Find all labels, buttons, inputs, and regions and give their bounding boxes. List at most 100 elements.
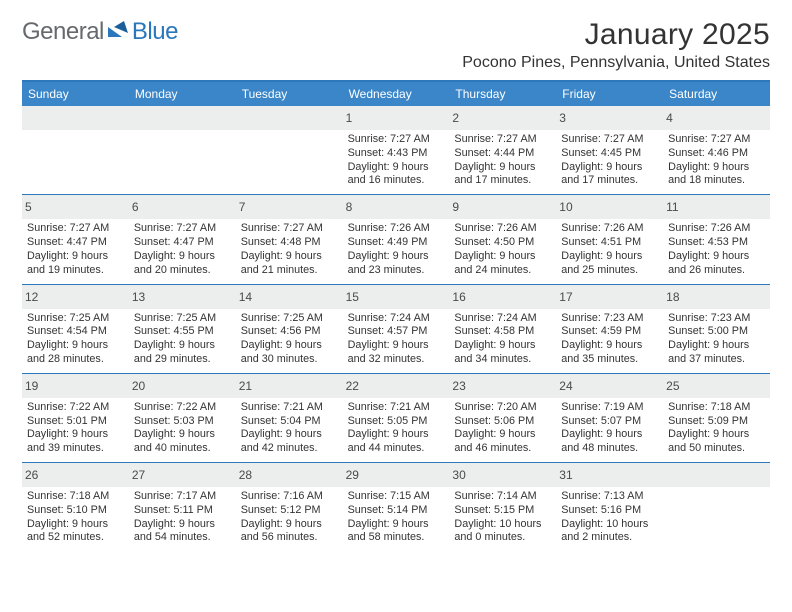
day-detail-lines: Sunrise: 7:23 AMSunset: 4:59 PMDaylight:… [561, 312, 658, 367]
calendar-grid: SundayMondayTuesdayWednesdayThursdayFrid… [22, 80, 770, 551]
sunrise-line: Sunrise: 7:24 AM [348, 312, 445, 326]
sunrise-line: Sunrise: 7:22 AM [134, 401, 231, 415]
day-cell: 31Sunrise: 7:13 AMSunset: 5:16 PMDayligh… [556, 463, 663, 551]
day-detail-lines: Sunrise: 7:15 AMSunset: 5:14 PMDaylight:… [348, 490, 445, 545]
sunrise-line: Sunrise: 7:17 AM [134, 490, 231, 504]
day-number: 23 [452, 379, 465, 393]
sunset-line: Sunset: 5:01 PM [27, 415, 124, 429]
day-cell: 20 Sunrise: 7:22 AMSunset: 5:03 PMDayligh… [129, 374, 236, 462]
day-detail-lines: Sunrise: 7:26 AMSunset: 4:53 PMDaylight:… [668, 222, 765, 277]
day-cell: 19Sunrise: 7:22 AMSunset: 5:01 PMDayligh… [22, 374, 129, 462]
sunset-line: Sunset: 4:44 PM [454, 147, 551, 161]
day-cell: 1Sunrise: 7:27 AMSunset: 4:43 PMDaylight… [343, 106, 450, 194]
day-cell: 11Sunrise: 7:26 AMSunset: 4:53 PMDayligh… [663, 195, 770, 283]
day-detail-lines: Sunrise: 7:26 AMSunset: 4:51 PMDaylight:… [561, 222, 658, 277]
sunset-line: Sunset: 5:09 PM [668, 415, 765, 429]
week-row: 19 Sunrise: 7:22 AM Sunset: 5:01 PM Dayligh… [22, 373, 770, 462]
day-number: 4 [666, 111, 673, 125]
day-number-bar: 30 [449, 463, 556, 487]
sunset-line: Sunset: 5:05 PM [348, 415, 445, 429]
day-number-bar: 28 [236, 463, 343, 487]
day-detail-lines: Sunrise: 7:27 AMSunset: 4:46 PMDaylight:… [668, 133, 765, 188]
day-cell: 22Sunrise: 7:21 AMSunset: 5:05 PMDayligh… [343, 374, 450, 462]
day-cell: 23Sunrise: 7:20 AMSunset: 5:06 PMDayligh… [449, 374, 556, 462]
week-row: 12Sunrise: 7:25 AMSunset: 4:54 PMDayligh… [22, 284, 770, 373]
brand-text-general: General [22, 18, 104, 46]
sunrise-line: Sunrise: 7:27 AM [348, 133, 445, 147]
day-number-bar: 19 [22, 374, 129, 398]
day-number: 26 [25, 468, 38, 482]
sunrise-line: Sunrise: 7:15 AM [348, 490, 445, 504]
brand-logo: General Blue [22, 18, 178, 46]
week-row: ...1Sunrise: 7:27 AMSunset: 4:43 PMDayli… [22, 106, 770, 194]
sunrise-line: Sunrise: 7:27 AM [454, 133, 551, 147]
sunrise-line: Sunrise: 7:16 AM [241, 490, 338, 504]
day-detail-lines: Sunrise: 7:27 AMSunset: 4:47 PMDaylight:… [134, 222, 231, 277]
daylight-line: Daylight: 9 hours and 46 minutes. [454, 428, 551, 456]
day-number: 30 [452, 468, 465, 482]
daylight-line: Daylight: 9 hours and 20 minutes. [134, 250, 231, 278]
day-number-bar: 29 [343, 463, 450, 487]
day-detail-lines: Sunrise: 7:19 AMSunset: 5:07 PMDaylight:… [561, 401, 658, 456]
day-detail-lines: Sunrise: 7:23 AMSunset: 5:00 PMDaylight:… [668, 312, 765, 367]
sunrise-line: Sunrise: 7:21 AM [348, 401, 445, 415]
daylight-line: Daylight: 10 hours and 0 minutes. [454, 518, 551, 546]
daylight-line: Daylight: 9 hours and 16 minutes. [348, 161, 445, 189]
day-number: 17 [559, 290, 572, 304]
day-detail-lines: Sunrise: 7:25 AMSunset: 4:56 PMDaylight:… [241, 312, 338, 367]
day-number-bar: 8 [343, 195, 450, 219]
day-cell: 21Sunrise: 7:21 AMSunset: 5:04 PMDayligh… [236, 374, 343, 462]
daylight-line: Daylight: 9 hours and 58 minutes. [348, 518, 445, 546]
day-number-bar: 31 [556, 463, 663, 487]
day-detail-lines: Sunrise: 7:26 AMSunset: 4:49 PMDaylight:… [348, 222, 445, 277]
day-detail-lines: Sunrise: 7:22 AMSunset: 5:03 PMDaylight:… [134, 401, 231, 456]
day-number-bar: 20 [129, 374, 236, 398]
sunset-line: Sunset: 5:14 PM [348, 504, 445, 518]
day-number: 15 [346, 290, 359, 304]
day-cell: 7Sunrise: 7:27 AMSunset: 4:48 PMDaylight… [236, 195, 343, 283]
day-number-bar: 16 [449, 285, 556, 309]
day-detail-lines: Sunrise: 7:18 AMSunset: 5:10 PMDaylight:… [27, 490, 124, 545]
empty-day-cell: . [236, 106, 343, 194]
daylight-line: Daylight: 9 hours and 44 minutes. [348, 428, 445, 456]
sunrise-line: Sunrise: 7:27 AM [561, 133, 658, 147]
day-number: 21 [239, 379, 252, 393]
sunset-line: Sunset: 5:10 PM [27, 504, 124, 518]
day-detail-lines: Sunrise: 7:26 AMSunset: 4:50 PMDaylight:… [454, 222, 551, 277]
sunrise-line: Sunrise: 7:18 AM [668, 401, 765, 415]
day-number-bar: 3 [556, 106, 663, 130]
day-detail-lines: Sunrise: 7:27 AMSunset: 4:44 PMDaylight:… [454, 133, 551, 188]
day-cell: 12Sunrise: 7:25 AMSunset: 4:54 PMDayligh… [22, 285, 129, 373]
daylight-line: Daylight: 9 hours and 28 minutes. [27, 339, 124, 367]
day-number-bar: 6 [129, 195, 236, 219]
sunset-line: Sunset: 5:11 PM [134, 504, 231, 518]
day-cell: 6 Sunrise: 7:27 AMSunset: 4:47 PMDaylight… [129, 195, 236, 283]
day-number-bar: 23 [449, 374, 556, 398]
daylight-line: Daylight: 9 hours and 19 minutes. [27, 250, 124, 278]
day-number: 19 [25, 379, 38, 393]
sunset-line: Sunset: 4:57 PM [348, 325, 445, 339]
sunset-line: Sunset: 4:53 PM [668, 236, 765, 250]
day-detail-lines: Sunrise: 7:21 AMSunset: 5:05 PMDaylight:… [348, 401, 445, 456]
sunrise-line: Sunrise: 7:26 AM [561, 222, 658, 236]
sunrise-line: Sunrise: 7:20 AM [454, 401, 551, 415]
day-detail-lines: Sunrise: 7:27 AMSunset: 4:43 PMDaylight:… [348, 133, 445, 188]
day-cell: 29 Sunrise: 7:15 AMSunset: 5:14 PMDayligh… [343, 463, 450, 551]
header: General Blue January 2025 Pocono Pines, … [22, 18, 770, 72]
day-number: 9 [452, 200, 459, 214]
day-cell: 30 Sunrise: 7:14 AMSunset: 5:15 PMDayligh… [449, 463, 556, 551]
day-detail-lines: Sunrise: 7:14 AMSunset: 5:15 PMDaylight:… [454, 490, 551, 545]
day-number-bar: 14 [236, 285, 343, 309]
day-number-bar: 2 [449, 106, 556, 130]
daylight-line: Daylight: 9 hours and 17 minutes. [454, 161, 551, 189]
day-number-bar: 15 [343, 285, 450, 309]
sunrise-line: Sunrise: 7:24 AM [454, 312, 551, 326]
sunset-line: Sunset: 4:47 PM [134, 236, 231, 250]
day-detail-lines: Sunrise: 7:27 AMSunset: 4:48 PMDaylight:… [241, 222, 338, 277]
day-number: 27 [132, 468, 145, 482]
day-cell: 5Sunrise: 7:27 AMSunset: 4:47 PMDaylight… [22, 195, 129, 283]
daylight-line: Daylight: 9 hours and 34 minutes. [454, 339, 551, 367]
day-number: 14 [239, 290, 252, 304]
sunset-line: Sunset: 4:46 PM [668, 147, 765, 161]
day-number-bar: . [236, 106, 343, 130]
